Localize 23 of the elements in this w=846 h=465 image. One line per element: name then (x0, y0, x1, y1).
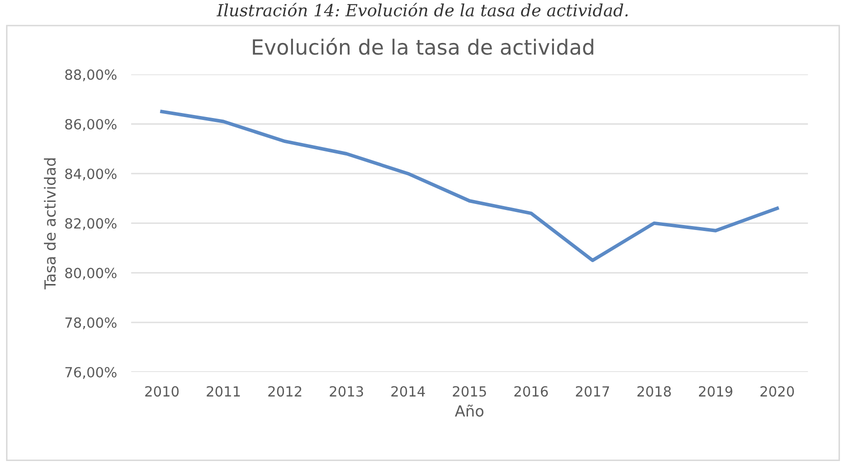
y-tick-label: 88,00% (65, 69, 116, 82)
x-axis-title: Año (454, 404, 484, 417)
x-tick-label: 2011 (206, 386, 240, 397)
y-tick-label: 84,00% (65, 168, 116, 180)
x-tick-label: 2010 (145, 386, 179, 397)
x-tick-label: 2019 (698, 386, 732, 397)
x-tick-label: 2018 (637, 386, 671, 397)
y-tick-label: 86,00% (65, 118, 116, 131)
y-tick-label: 78,00% (65, 317, 116, 330)
chart-title: Evolución de la tasa de actividad (252, 38, 594, 55)
x-tick-label: 2020 (760, 386, 794, 397)
x-tick-label: 2015 (452, 386, 486, 397)
x-tick-label: 2013 (330, 386, 364, 397)
y-tick-label: 76,00% (65, 366, 116, 379)
y-tick-label: 82,00% (65, 218, 116, 230)
y-tick-label: 80,00% (65, 268, 116, 280)
x-tick-label: 2012 (268, 386, 302, 397)
text: Ilustración 14: Evolución de la tasa de actividad. (216, 2, 628, 16)
x-tick-label: 2016 (514, 386, 548, 397)
y-axis-title: Tasa de actividad (44, 158, 56, 290)
line-series (160, 110, 779, 262)
x-tick-label: 2017 (576, 386, 610, 397)
x-tick-label: 2014 (391, 386, 425, 397)
